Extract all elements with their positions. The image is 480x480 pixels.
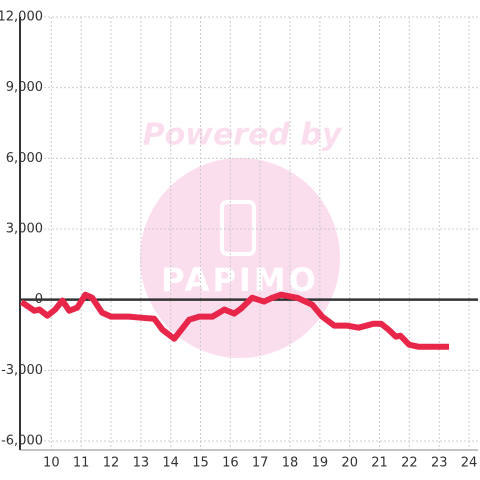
x-tick-label: 17: [252, 456, 269, 471]
watermark-icon: [220, 200, 256, 256]
x-tick-label: 10: [43, 456, 60, 471]
x-tick-label: 20: [341, 456, 358, 471]
x-tick-label: 11: [73, 456, 90, 471]
watermark-logo: [140, 158, 340, 358]
x-tick-label: 12: [103, 456, 120, 471]
data-line: [19, 291, 450, 350]
watermark-brand: PAPIMO: [161, 261, 319, 299]
y-tick-label: -3,000: [1, 363, 43, 378]
y-tick-label: 3,000: [6, 222, 43, 237]
x-tick-label: 23: [431, 456, 448, 471]
y-tick-label: -6,000: [1, 434, 43, 449]
x-tick-label: 22: [401, 456, 418, 471]
watermark: Powered by PAPIMO: [140, 118, 343, 358]
y-tick-label: 6,000: [6, 151, 43, 166]
x-tick-label: 18: [282, 456, 299, 471]
x-tick-label: 15: [192, 456, 209, 471]
x-tick-label: 21: [371, 456, 388, 471]
x-tick-label: 14: [162, 456, 179, 471]
x-tick-label: 19: [312, 456, 329, 471]
x-tick-label: 24: [461, 456, 478, 471]
watermark-text: Powered by: [143, 118, 343, 153]
y-tick-label: 0: [35, 292, 43, 307]
y-tick-label: 12,000: [0, 10, 43, 25]
x-tick-label: 16: [222, 456, 239, 471]
x-tick-label: 13: [133, 456, 150, 471]
y-tick-label: 9,000: [6, 80, 43, 95]
